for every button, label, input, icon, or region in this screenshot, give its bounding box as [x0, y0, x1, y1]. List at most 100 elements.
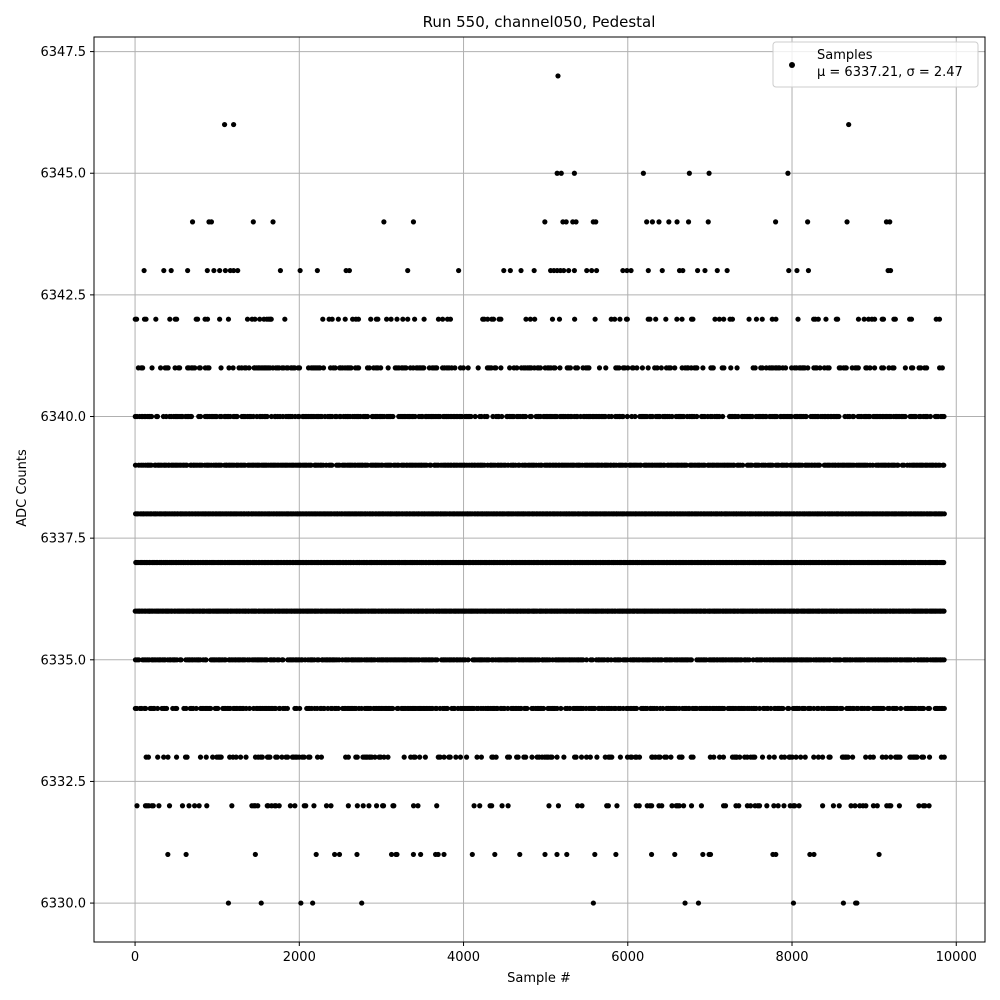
data-point: [734, 365, 740, 371]
data-point: [855, 316, 862, 322]
data-point: [499, 413, 505, 420]
data-point: [772, 219, 779, 225]
data-point: [788, 413, 795, 420]
data-point: [676, 803, 682, 809]
y-tick-label: 6332.5: [41, 775, 87, 790]
data-point: [830, 803, 837, 809]
data-point: [926, 803, 932, 809]
data-point: [659, 803, 665, 809]
data-point: [403, 365, 409, 371]
data-point: [434, 803, 440, 809]
data-point: [557, 365, 563, 371]
data-point: [764, 803, 770, 809]
data-point: [793, 754, 799, 760]
data-point: [716, 316, 722, 322]
data-point: [563, 219, 569, 225]
data-point: [258, 900, 264, 906]
data-point: [287, 803, 294, 809]
data-point: [133, 316, 140, 322]
data-point: [155, 754, 161, 760]
data-point: [243, 754, 249, 760]
data-point: [140, 365, 146, 371]
data-point: [579, 803, 585, 809]
data-point: [366, 365, 372, 371]
data-point: [354, 851, 360, 858]
data-point: [752, 365, 758, 371]
data-point: [490, 316, 497, 322]
data-point: [375, 316, 381, 322]
data-point: [301, 754, 307, 760]
data-point: [879, 754, 885, 760]
data-point: [792, 803, 798, 809]
data-point: [795, 316, 801, 322]
data-point: [463, 754, 470, 760]
data-point: [887, 219, 893, 225]
data-point: [888, 803, 894, 809]
data-point: [711, 754, 717, 760]
data-point: [237, 754, 244, 760]
data-point: [388, 316, 394, 322]
data-point: [318, 754, 325, 760]
data-point: [625, 365, 631, 371]
data-point: [640, 170, 646, 176]
data-point: [624, 267, 630, 274]
data-point: [921, 705, 927, 712]
data-point: [566, 267, 572, 274]
data-point: [555, 73, 561, 79]
data-point: [620, 267, 626, 274]
data-point: [657, 754, 663, 760]
data-point: [567, 365, 573, 371]
data-point: [465, 657, 471, 663]
data-point: [592, 851, 598, 858]
data-point: [630, 365, 636, 371]
data-point: [540, 705, 547, 712]
data-point: [716, 754, 723, 760]
data-point: [659, 267, 665, 274]
data-point: [457, 754, 464, 760]
data-point: [816, 462, 823, 468]
data-point: [323, 803, 330, 809]
data-point: [941, 608, 947, 614]
data-point: [412, 316, 418, 322]
data-point: [756, 803, 763, 809]
data-point: [153, 316, 159, 322]
data-point: [880, 316, 887, 322]
y-tick-label: 6347.5: [41, 45, 87, 60]
y-tick-label: 6337.5: [41, 532, 87, 547]
data-point: [759, 316, 765, 322]
data-point: [285, 754, 291, 760]
data-point: [667, 365, 674, 371]
data-point: [924, 365, 930, 371]
data-point: [720, 754, 727, 760]
data-point: [229, 803, 235, 809]
data-point: [886, 365, 892, 371]
data-point: [405, 267, 411, 274]
data-point: [740, 462, 746, 468]
data-point: [452, 365, 458, 371]
legend-box: [772, 41, 979, 88]
data-point: [354, 754, 360, 760]
data-point: [417, 754, 423, 760]
data-point: [204, 316, 211, 322]
data-point: [682, 900, 688, 906]
data-point: [589, 657, 595, 663]
data-point: [252, 316, 258, 322]
data-point: [280, 657, 286, 663]
data-point: [385, 754, 391, 760]
data-point: [554, 851, 560, 858]
data-point: [221, 121, 228, 128]
data-point: [700, 851, 706, 858]
data-point: [633, 705, 640, 712]
data-point: [145, 754, 152, 760]
data-point: [441, 851, 447, 858]
data-point: [210, 754, 216, 760]
data-point: [384, 316, 390, 322]
data-point: [811, 851, 817, 858]
data-point: [583, 657, 590, 663]
data-point: [157, 365, 164, 371]
data-point: [690, 754, 696, 760]
data-point: [493, 365, 499, 371]
data-point: [613, 851, 619, 858]
data-point: [204, 803, 210, 809]
data-point: [620, 413, 626, 420]
